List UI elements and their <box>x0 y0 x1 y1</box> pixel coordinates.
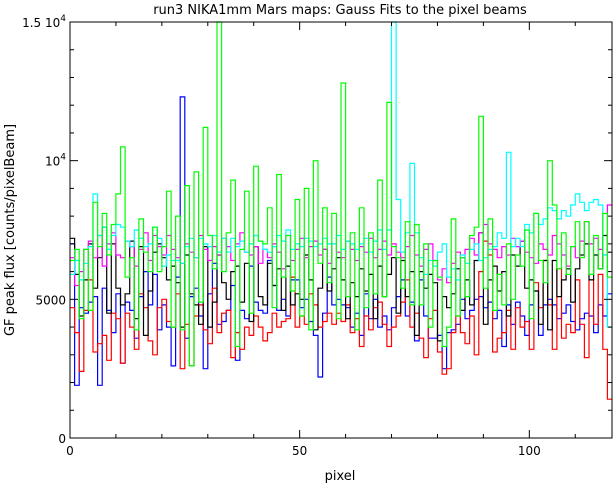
plot-frame <box>69 21 613 439</box>
y-tick-label: 5000 <box>35 293 66 307</box>
y-tick-label: 1.5 104 <box>22 14 66 30</box>
series-line-6 <box>70 21 612 367</box>
x-tick-label: 100 <box>518 444 541 458</box>
y-tick-label: 104 <box>45 153 66 169</box>
y-tick-label: 0 <box>58 432 66 446</box>
chart-title: run3 NIKA1mm Mars maps: Gauss Fits to th… <box>153 3 527 18</box>
x-tick-label: 0 <box>66 444 74 458</box>
series-layer <box>70 21 612 400</box>
series-line-5 <box>70 21 612 328</box>
x-axis-label: pixel <box>325 469 356 484</box>
x-tick-label: 50 <box>292 444 307 458</box>
axis-layer: 0 50 100 0 5000 104 1.5 104 <box>22 14 612 458</box>
y-axis-label: GF peak flux [counts/pixelBeam] <box>3 124 18 336</box>
